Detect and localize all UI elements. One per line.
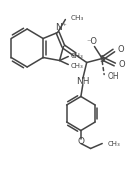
Text: S: S	[99, 55, 105, 64]
Text: O: O	[77, 137, 84, 146]
Text: ⁻O: ⁻O	[86, 37, 97, 46]
Text: O: O	[118, 45, 124, 54]
Text: NH: NH	[76, 77, 90, 86]
Text: CH₃: CH₃	[70, 16, 84, 21]
Text: CH₃: CH₃	[108, 140, 121, 146]
Text: CH₃: CH₃	[70, 52, 83, 59]
Text: OH: OH	[108, 72, 120, 81]
Text: O: O	[119, 60, 125, 69]
Text: ⁺: ⁺	[63, 25, 67, 31]
Text: CH₃: CH₃	[70, 63, 83, 69]
Text: N: N	[55, 23, 62, 32]
